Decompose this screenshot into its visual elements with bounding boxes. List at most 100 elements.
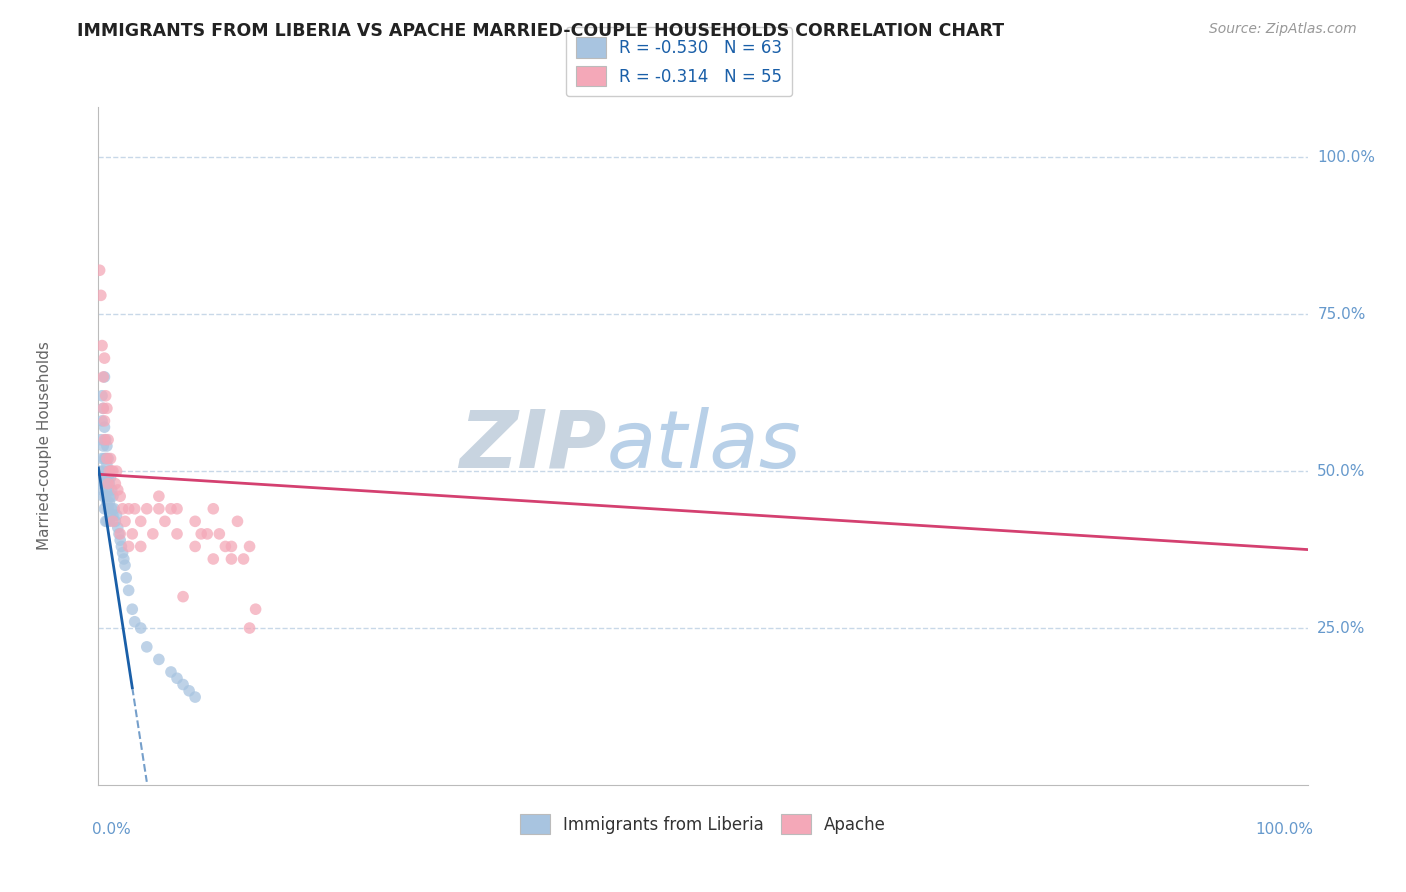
Point bbox=[91, 338, 114, 352]
Point bbox=[91, 401, 114, 416]
Point bbox=[129, 514, 152, 528]
Text: IMMIGRANTS FROM LIBERIA VS APACHE MARRIED-COUPLE HOUSEHOLDS CORRELATION CHART: IMMIGRANTS FROM LIBERIA VS APACHE MARRIE… bbox=[77, 22, 1004, 40]
Point bbox=[96, 451, 118, 466]
Point bbox=[90, 433, 112, 447]
Text: 50.0%: 50.0% bbox=[1317, 464, 1365, 479]
Point bbox=[96, 458, 118, 472]
Point bbox=[91, 370, 114, 384]
Point bbox=[166, 501, 188, 516]
Point bbox=[121, 527, 143, 541]
Point bbox=[93, 420, 115, 434]
Point bbox=[98, 464, 121, 478]
Point bbox=[98, 514, 121, 528]
Point bbox=[153, 514, 176, 528]
Point bbox=[108, 527, 131, 541]
Point bbox=[184, 540, 207, 554]
Point bbox=[208, 527, 231, 541]
Text: ZIP: ZIP bbox=[458, 407, 606, 485]
Point bbox=[103, 501, 125, 516]
Text: 100.0%: 100.0% bbox=[1317, 150, 1375, 165]
Point bbox=[98, 476, 121, 491]
Point bbox=[100, 508, 122, 522]
Point bbox=[121, 602, 143, 616]
Legend: Immigrants from Liberia, Apache: Immigrants from Liberia, Apache bbox=[513, 807, 893, 841]
Point bbox=[129, 540, 152, 554]
Point bbox=[115, 571, 138, 585]
Point bbox=[91, 389, 114, 403]
Point bbox=[118, 540, 141, 554]
Point bbox=[190, 527, 212, 541]
Point bbox=[135, 501, 157, 516]
Point bbox=[232, 552, 254, 566]
Point bbox=[94, 470, 117, 484]
Point bbox=[107, 520, 129, 534]
Point bbox=[91, 489, 114, 503]
Point bbox=[96, 401, 118, 416]
Point bbox=[110, 540, 132, 554]
Point bbox=[98, 464, 121, 478]
Point bbox=[111, 546, 134, 560]
Point bbox=[96, 514, 118, 528]
Text: Married-couple Households: Married-couple Households bbox=[37, 342, 52, 550]
Point bbox=[172, 590, 194, 604]
Point bbox=[160, 501, 183, 516]
Point bbox=[97, 476, 120, 491]
Point bbox=[166, 527, 188, 541]
Point bbox=[107, 483, 129, 497]
Point bbox=[94, 451, 117, 466]
Point bbox=[93, 414, 115, 428]
Text: 75.0%: 75.0% bbox=[1317, 307, 1365, 322]
Point bbox=[202, 552, 225, 566]
Point bbox=[124, 501, 146, 516]
Point bbox=[91, 401, 114, 416]
Point bbox=[124, 615, 146, 629]
Point bbox=[214, 540, 236, 554]
Point bbox=[172, 677, 194, 691]
Point bbox=[91, 464, 114, 478]
Point bbox=[226, 514, 249, 528]
Point bbox=[98, 495, 121, 509]
Text: atlas: atlas bbox=[606, 407, 801, 485]
Text: 100.0%: 100.0% bbox=[1256, 822, 1313, 838]
Point bbox=[93, 470, 115, 484]
Point bbox=[96, 476, 118, 491]
Point bbox=[221, 552, 243, 566]
Point bbox=[89, 464, 111, 478]
Text: 25.0%: 25.0% bbox=[1317, 621, 1365, 635]
Point bbox=[100, 464, 122, 478]
Point bbox=[101, 464, 124, 478]
Point bbox=[112, 552, 135, 566]
Point bbox=[135, 640, 157, 654]
Point bbox=[96, 439, 118, 453]
Point bbox=[101, 514, 124, 528]
Point bbox=[93, 370, 115, 384]
Point bbox=[148, 489, 170, 503]
Point bbox=[97, 483, 120, 497]
Point bbox=[91, 483, 114, 497]
Point bbox=[105, 464, 128, 478]
Point bbox=[90, 476, 112, 491]
Point bbox=[114, 514, 136, 528]
Point bbox=[91, 439, 114, 453]
Point bbox=[108, 489, 131, 503]
Point bbox=[94, 433, 117, 447]
Point bbox=[221, 540, 243, 554]
Point bbox=[239, 540, 262, 554]
Point bbox=[96, 495, 118, 509]
Point bbox=[93, 451, 115, 466]
Point bbox=[108, 533, 131, 548]
Point bbox=[166, 671, 188, 685]
Point bbox=[100, 470, 122, 484]
Point bbox=[114, 558, 136, 573]
Text: 0.0%: 0.0% bbox=[93, 822, 131, 838]
Point bbox=[105, 508, 128, 522]
Point bbox=[160, 665, 183, 679]
Point bbox=[93, 501, 115, 516]
Point bbox=[184, 514, 207, 528]
Point bbox=[148, 501, 170, 516]
Point bbox=[142, 527, 165, 541]
Point bbox=[94, 489, 117, 503]
Point bbox=[245, 602, 267, 616]
Point bbox=[97, 501, 120, 516]
Point bbox=[111, 501, 134, 516]
